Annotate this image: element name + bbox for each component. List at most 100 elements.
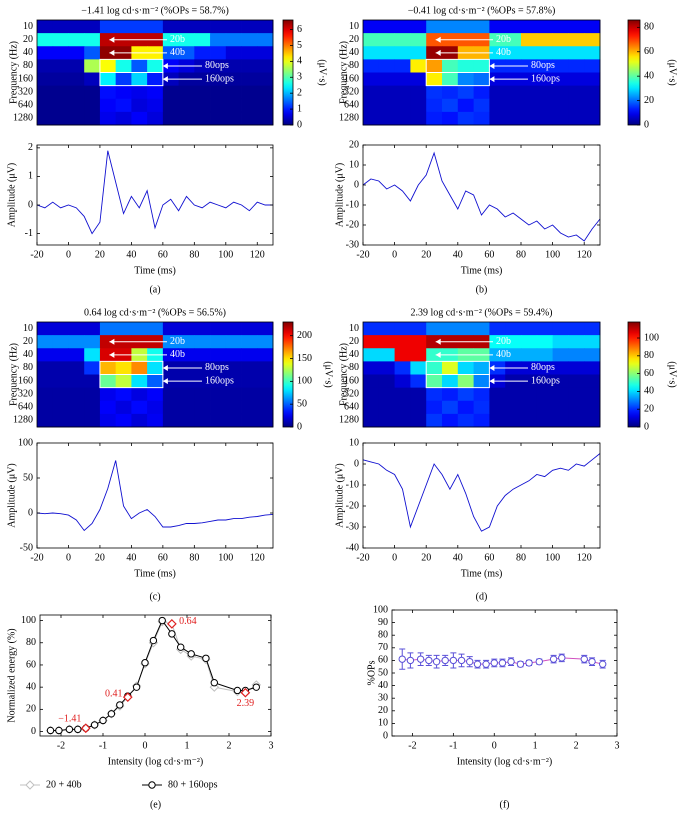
heatmap-cell (210, 20, 227, 34)
heatmap-cell (178, 348, 195, 362)
heatmap-cell (178, 85, 195, 100)
heatmap-cell (568, 361, 585, 375)
heatmap-cell (521, 413, 538, 428)
heatmap-cell (147, 361, 164, 375)
heatmap-cell (457, 111, 474, 126)
heatmap-cell (584, 46, 601, 60)
heatmap-cell (363, 20, 380, 34)
heatmap-cell (194, 361, 211, 375)
y-tick-label: 1280 (339, 113, 359, 124)
heatmap-cell (225, 72, 242, 87)
heatmap-cell (194, 322, 211, 336)
annotation-arrowhead (435, 49, 441, 56)
y-tick-label: 20 (349, 34, 359, 45)
heatmap-cell (457, 400, 474, 415)
heatmap-cell (552, 20, 569, 34)
heatmap-cell (584, 72, 601, 87)
heatmap-cell (521, 387, 538, 402)
heatmap-cell (584, 33, 601, 47)
y-axis-label: Frequency (Hz) (338, 41, 349, 104)
heatmap-cell (505, 85, 522, 100)
marker (177, 643, 185, 651)
plot-frame (36, 19, 274, 126)
annotation-arrowhead (162, 76, 168, 83)
annotation: 20b (496, 34, 511, 45)
heatmap-cell (489, 85, 506, 100)
heatmap-cell (394, 59, 411, 73)
heatmap-cell (552, 400, 569, 415)
annotation-arrowhead (435, 36, 441, 43)
heatmap-cell (394, 72, 411, 87)
heatmap-cell (426, 413, 443, 428)
colorbar-tick-label: 0 (297, 119, 302, 130)
marker (598, 660, 607, 668)
x-tick-label: 60 (158, 552, 168, 563)
x-axis-label: Time (ms) (461, 568, 503, 579)
panel-caption: (a) (149, 284, 160, 295)
x-tick-label: 20 (421, 552, 431, 563)
heatmap-cell (378, 72, 395, 87)
heatmap-cell (442, 387, 459, 402)
x-tick-label: 3 (269, 740, 274, 751)
colorbar-tick-label: 0 (644, 421, 649, 432)
heatmap-cell (505, 335, 522, 349)
highlight-label: 2.39 (237, 698, 255, 709)
heatmap-cell (52, 85, 69, 100)
y-tick-label: 20 (378, 705, 388, 716)
heatmap-cell (378, 20, 395, 34)
heatmap-cell (241, 111, 258, 126)
colorbar-tick-label: 60 (644, 368, 654, 379)
heatmap-cell (147, 85, 164, 100)
legend-label: 80 + 160ops (168, 779, 218, 790)
heatmap-cell (147, 387, 164, 402)
heatmap-cell (68, 46, 85, 60)
heatmap-cell (552, 72, 569, 87)
heatmap-cell (225, 85, 242, 100)
heatmap-cell (99, 20, 117, 34)
heatmap-cell (84, 387, 101, 402)
annotation: 160ops (205, 73, 234, 84)
heatmap-cell (68, 413, 85, 428)
heatmap-cell (84, 413, 101, 428)
heatmap-cell (442, 98, 459, 113)
heatmap-cell (457, 59, 474, 73)
y-tick-label: 640 (344, 402, 359, 413)
y-tick-label: 1280 (339, 415, 359, 426)
y-tick-label: 40 (23, 349, 33, 360)
heatmap-cell (536, 413, 553, 428)
x-tick-label: -20 (30, 552, 43, 563)
x-tick-label: 60 (158, 249, 168, 260)
heatmap-cell (568, 348, 585, 362)
heatmap-cell (241, 59, 258, 73)
heatmap-cell (147, 111, 164, 126)
heatmap-cell (131, 361, 148, 375)
x-axis-label: Intensity (log cd·s·m⁻²) (108, 756, 203, 767)
heatmap-cell (241, 98, 258, 113)
annotation: 40b (170, 349, 185, 360)
heatmap-cell (225, 98, 242, 113)
heatmap-cell (162, 413, 179, 428)
y-tick-label: 50 (378, 667, 388, 678)
heatmap-cell (84, 72, 101, 87)
highlight-marker (122, 692, 133, 702)
marker (432, 657, 441, 666)
heatmap-cell (426, 33, 443, 47)
heatmap-cell (568, 20, 585, 34)
heatmap-cell (410, 20, 427, 34)
marker (149, 636, 158, 645)
heatmap-cell (37, 348, 54, 362)
heatmap-cell (225, 59, 242, 73)
heatmap-cell (68, 59, 85, 73)
heatmap-cell (552, 59, 569, 73)
heatmap-cell (194, 374, 211, 389)
heatmap-cell (99, 374, 117, 389)
heatmap-cell (536, 46, 553, 60)
heatmap-cell (257, 335, 274, 349)
waveform (362, 151, 601, 242)
y-tick-label: 80 (378, 629, 388, 640)
x-tick-label: 120 (250, 552, 265, 563)
heatmap-cell (363, 46, 380, 60)
y-tick-label: 20 (349, 139, 359, 150)
heatmap-cell (536, 20, 553, 34)
heatmap-cell (84, 322, 101, 336)
